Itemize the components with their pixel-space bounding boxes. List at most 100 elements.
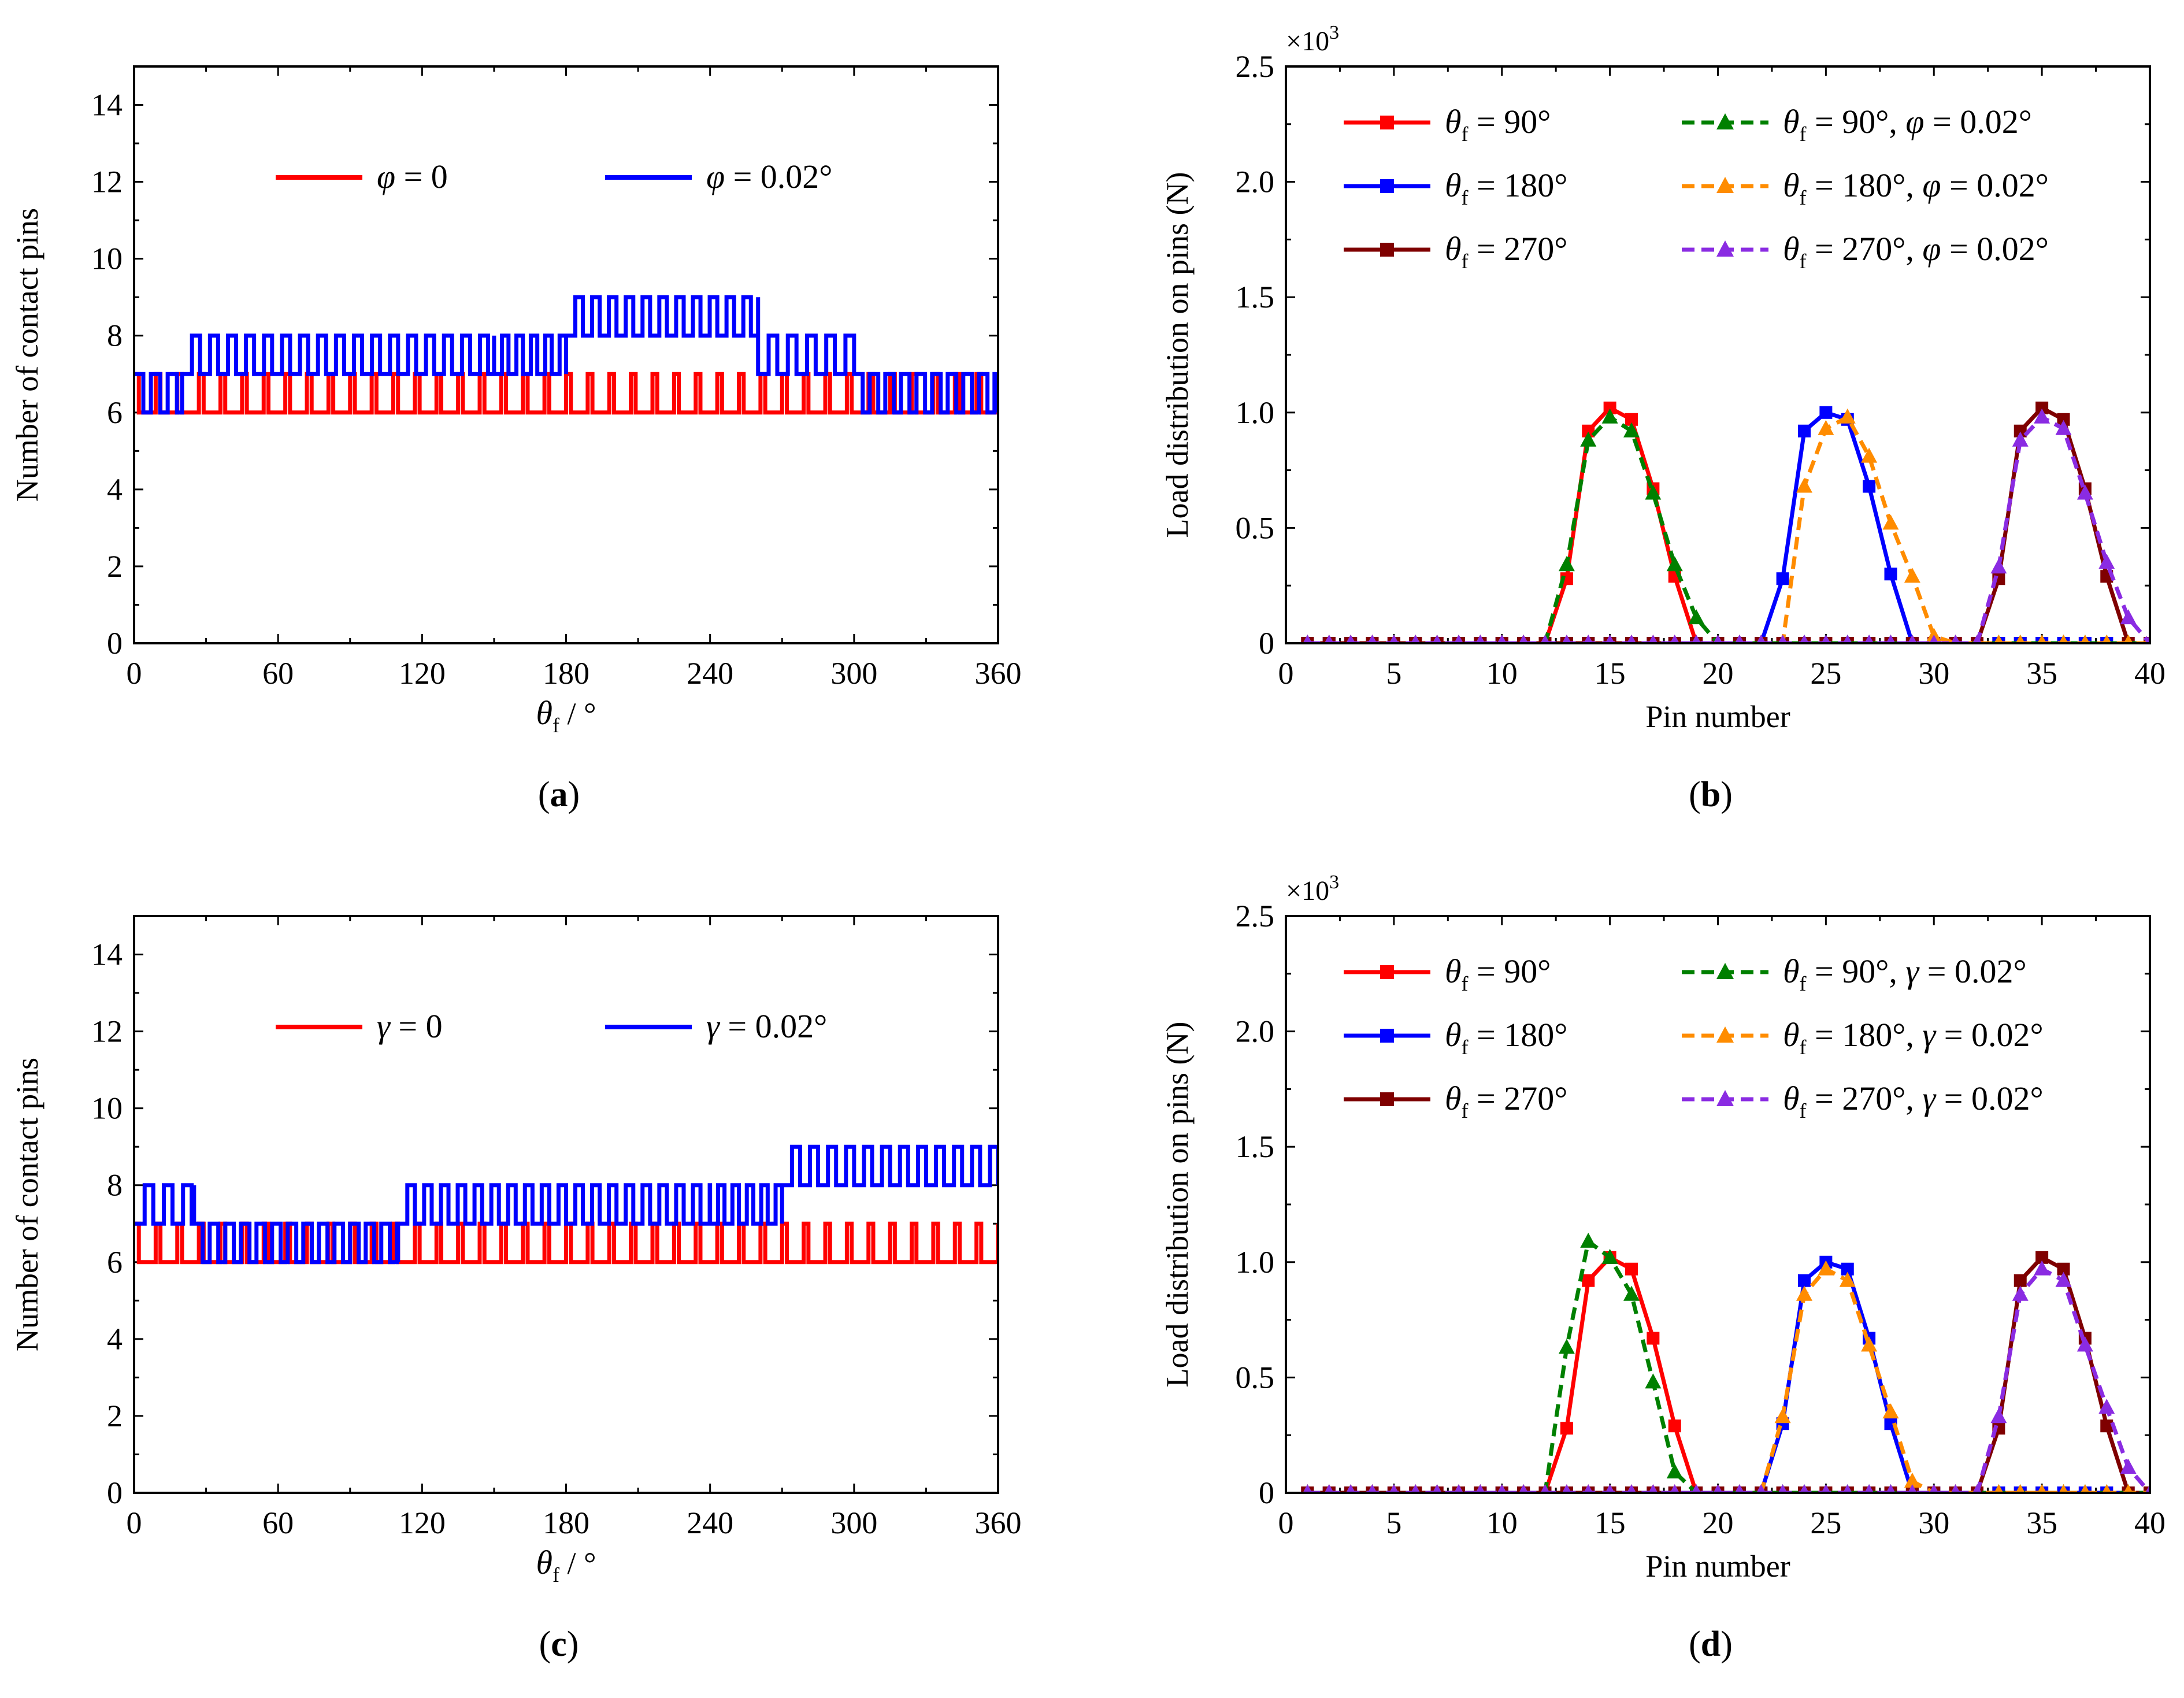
data-point bbox=[1453, 1484, 1464, 1493]
data-point bbox=[1603, 401, 1616, 414]
series-blue-step-line bbox=[134, 295, 998, 415]
data-point bbox=[1475, 635, 1485, 643]
data-point bbox=[1453, 635, 1464, 643]
data-point bbox=[1904, 1473, 1920, 1488]
legend-marker bbox=[1380, 116, 1394, 129]
data-layer bbox=[134, 1144, 998, 1265]
y-tick-label: 14 bbox=[91, 88, 123, 123]
data-layer bbox=[134, 295, 998, 415]
data-point bbox=[1647, 1332, 1660, 1345]
data-point bbox=[2077, 1336, 2093, 1352]
data-point bbox=[2057, 413, 2070, 426]
x-tick-label: 240 bbox=[687, 1506, 733, 1540]
data-point bbox=[1562, 635, 1571, 643]
data-point bbox=[2120, 1459, 2137, 1474]
data-point bbox=[2123, 635, 2133, 643]
data-point bbox=[1432, 635, 1442, 643]
legend-entry: γ = 0.02° bbox=[706, 1007, 827, 1045]
y-tick-label: 4 bbox=[107, 472, 123, 507]
data-point bbox=[1389, 635, 1399, 643]
data-point bbox=[1819, 406, 1833, 419]
data-point bbox=[1861, 447, 1878, 463]
data-point bbox=[1798, 1274, 1811, 1287]
legend-entry: θf = 90° bbox=[1445, 103, 1551, 146]
data-point bbox=[1756, 635, 1766, 643]
legend-entry: θf = 90°, φ = 0.02° bbox=[1783, 103, 2032, 146]
data-point bbox=[2014, 1274, 2027, 1287]
data-point bbox=[2037, 635, 2047, 643]
y-tick-label: 2.0 bbox=[1236, 165, 1275, 199]
legend-entry: θf = 180°, γ = 0.02° bbox=[1783, 1016, 2044, 1059]
x-tick-label: 0 bbox=[1278, 656, 1294, 691]
legend-entry: θf = 270°, γ = 0.02° bbox=[1783, 1080, 2044, 1122]
x-tick-label: 120 bbox=[399, 656, 446, 691]
legend-marker bbox=[1716, 177, 1734, 193]
legend-marker bbox=[1716, 1090, 1734, 1106]
series-line bbox=[1307, 1267, 2150, 1493]
data-point bbox=[1886, 635, 1896, 643]
data-point bbox=[1994, 635, 2004, 643]
x-tick-label: 35 bbox=[2026, 1506, 2057, 1540]
data-point bbox=[2077, 484, 2093, 500]
data-point bbox=[1688, 609, 1705, 625]
data-point bbox=[1907, 1484, 1917, 1493]
series-line bbox=[1307, 410, 2150, 643]
data-point bbox=[2015, 1484, 2025, 1493]
data-point bbox=[1841, 1262, 1854, 1276]
data-point bbox=[1734, 635, 1744, 643]
x-tick-label: 20 bbox=[1703, 1506, 1734, 1540]
x-tick-label: 0 bbox=[1278, 1506, 1294, 1540]
data-point bbox=[1990, 558, 2007, 574]
y-tick-label: 1.0 bbox=[1236, 1245, 1275, 1280]
data-point bbox=[1346, 1484, 1356, 1493]
data-point bbox=[1778, 635, 1788, 643]
data-point bbox=[1623, 422, 1640, 438]
data-point bbox=[1692, 1484, 1701, 1493]
data-point bbox=[1367, 1484, 1377, 1493]
x-tick-label: 60 bbox=[262, 1506, 294, 1540]
legend-entry: θf = 180°, φ = 0.02° bbox=[1783, 166, 2049, 209]
y-tick-label: 0 bbox=[107, 626, 123, 661]
data-point bbox=[1796, 477, 1812, 493]
data-point bbox=[1734, 1484, 1744, 1493]
data-point bbox=[1839, 1271, 1856, 1287]
panel-caption: (b) bbox=[1689, 775, 1733, 814]
data-point bbox=[1951, 635, 1960, 643]
y-tick-label: 1.5 bbox=[1236, 1129, 1275, 1164]
data-point bbox=[1580, 431, 1597, 447]
legend-marker bbox=[1380, 965, 1394, 979]
data-point bbox=[1882, 1403, 1899, 1419]
y-tick-label: 10 bbox=[91, 242, 123, 276]
data-point bbox=[1601, 408, 1618, 424]
data-point bbox=[2059, 1484, 2068, 1493]
x-tick-label: 5 bbox=[1386, 1506, 1401, 1540]
data-point bbox=[1626, 1484, 1637, 1493]
y-tick-label: 14 bbox=[91, 937, 123, 972]
data-point bbox=[1799, 1484, 1810, 1493]
y-tick-label: 0 bbox=[1259, 626, 1274, 661]
series-line bbox=[1307, 415, 2150, 643]
data-point bbox=[1882, 514, 1899, 530]
data-layer bbox=[1301, 1232, 2150, 1493]
legend-marker bbox=[1716, 240, 1734, 257]
data-point bbox=[1560, 1422, 1573, 1435]
x-tick-label: 35 bbox=[2026, 656, 2057, 691]
data-point bbox=[2055, 1271, 2072, 1287]
y-tick-label: 2.5 bbox=[1236, 49, 1275, 84]
legend-marker bbox=[1380, 179, 1394, 193]
y-multiplier: ×103 bbox=[1286, 22, 1339, 57]
data-point bbox=[1558, 1339, 1575, 1354]
data-point bbox=[1562, 1484, 1571, 1493]
data-point bbox=[2014, 424, 2027, 438]
legend-entry: θf = 270° bbox=[1445, 1080, 1567, 1122]
data-point bbox=[1864, 1484, 1874, 1493]
data-point bbox=[1821, 1484, 1831, 1493]
data-point bbox=[1558, 556, 1575, 572]
data-point bbox=[1626, 635, 1637, 643]
data-point bbox=[1584, 1484, 1593, 1493]
data-point bbox=[2102, 635, 2112, 643]
data-point bbox=[2100, 1419, 2113, 1433]
legend-entry: θf = 90° bbox=[1445, 952, 1551, 995]
data-point bbox=[1864, 635, 1874, 643]
plot-frame bbox=[133, 65, 999, 644]
